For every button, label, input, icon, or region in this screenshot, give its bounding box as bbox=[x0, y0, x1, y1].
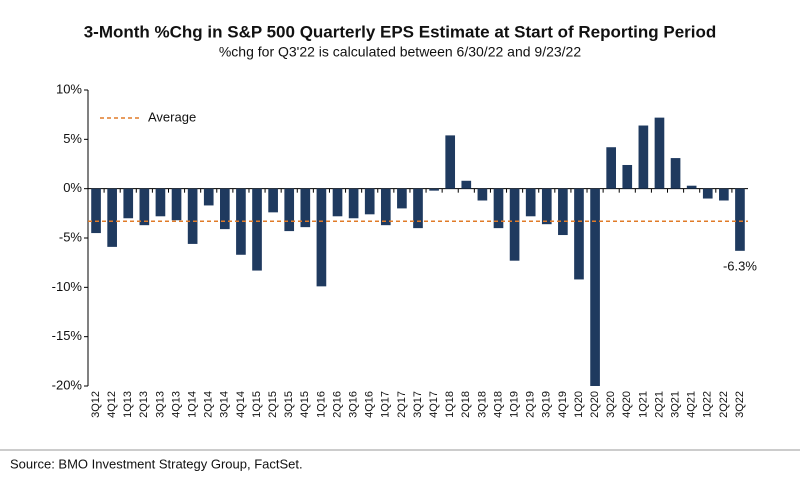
x-tick-label: 3Q18 bbox=[476, 391, 488, 418]
bar bbox=[670, 158, 681, 189]
bar bbox=[332, 188, 343, 217]
bar bbox=[187, 188, 198, 244]
bar bbox=[541, 188, 552, 225]
bar bbox=[268, 188, 278, 213]
x-tick-label: 3Q17 bbox=[412, 391, 424, 418]
x-tick-label: 1Q20 bbox=[573, 391, 585, 418]
x-tick-label: 4Q12 bbox=[106, 391, 118, 418]
x-tick-label: 2Q19 bbox=[525, 391, 537, 418]
x-tick-label: 1Q22 bbox=[702, 391, 714, 418]
bar bbox=[558, 188, 568, 236]
bar bbox=[606, 147, 616, 189]
x-tick-label: 3Q19 bbox=[541, 391, 553, 418]
bar bbox=[171, 188, 182, 221]
bar bbox=[316, 188, 327, 287]
bar bbox=[91, 188, 101, 234]
x-tick-label: 4Q15 bbox=[299, 391, 311, 418]
chart-title: 3-Month %Chg in S&P 500 Quarterly EPS Es… bbox=[84, 22, 717, 41]
bar bbox=[445, 135, 456, 189]
x-tick-label: 3Q15 bbox=[283, 391, 295, 418]
bar bbox=[348, 188, 359, 219]
legend-label: Average bbox=[148, 109, 196, 124]
bar bbox=[364, 188, 375, 215]
x-tick-label: 3Q13 bbox=[154, 391, 166, 418]
x-tick-label: 1Q18 bbox=[444, 391, 456, 418]
x-tick-label: 4Q18 bbox=[492, 391, 504, 418]
bar bbox=[123, 188, 134, 219]
y-tick-label: 10% bbox=[56, 81, 82, 96]
x-tick-label: 1Q14 bbox=[187, 391, 199, 418]
bar bbox=[461, 180, 472, 189]
bar bbox=[493, 188, 504, 229]
x-tick-label: 4Q17 bbox=[428, 391, 440, 418]
x-tick-label: 2Q17 bbox=[396, 391, 408, 418]
bar bbox=[413, 188, 423, 229]
bar bbox=[719, 188, 729, 201]
x-tick-label: 1Q13 bbox=[122, 391, 134, 418]
bar bbox=[139, 188, 150, 226]
x-tick-label: 2Q15 bbox=[267, 391, 279, 418]
x-tick-label: 3Q21 bbox=[669, 391, 681, 418]
x-tick-label: 4Q21 bbox=[686, 391, 698, 418]
bar bbox=[397, 188, 407, 209]
bar bbox=[477, 188, 488, 201]
x-tick-label: 3Q16 bbox=[348, 391, 360, 418]
x-tick-label: 2Q22 bbox=[718, 391, 730, 418]
bar bbox=[638, 125, 649, 189]
data-label: -6.3% bbox=[723, 258, 757, 273]
y-tick-label: 5% bbox=[63, 131, 82, 146]
y-tick-label: -20% bbox=[52, 377, 83, 392]
x-tick-label: 4Q14 bbox=[235, 391, 247, 418]
bar bbox=[203, 188, 214, 206]
bar bbox=[300, 188, 311, 228]
x-tick-label: 3Q14 bbox=[219, 391, 231, 418]
x-tick-label: 4Q13 bbox=[170, 391, 182, 418]
x-tick-label: 2Q18 bbox=[460, 391, 472, 418]
chart-subtitle: %chg for Q3'22 is calculated between 6/3… bbox=[219, 44, 581, 60]
x-tick-label: 2Q13 bbox=[138, 391, 150, 418]
bar bbox=[509, 188, 520, 261]
y-tick-label: 0% bbox=[63, 180, 82, 195]
y-tick-label: -10% bbox=[52, 279, 83, 294]
source: Source: BMO Investment Strategy Group, F… bbox=[10, 456, 303, 471]
bar bbox=[284, 188, 295, 232]
x-tick-label: 1Q21 bbox=[637, 391, 649, 418]
bar bbox=[654, 117, 665, 189]
bar bbox=[574, 188, 584, 280]
bar bbox=[236, 188, 246, 255]
x-tick-label: 1Q16 bbox=[315, 391, 327, 418]
bar bbox=[525, 188, 536, 217]
x-tick-label: 2Q21 bbox=[653, 391, 665, 418]
bar bbox=[622, 164, 633, 189]
x-tick-label: 3Q22 bbox=[734, 391, 746, 418]
x-tick-label: 2Q20 bbox=[589, 391, 601, 418]
bar bbox=[252, 188, 262, 271]
y-tick-label: -5% bbox=[59, 229, 83, 244]
bar bbox=[155, 188, 166, 217]
x-tick-label: 1Q19 bbox=[508, 391, 520, 418]
x-tick-label: 4Q19 bbox=[557, 391, 569, 418]
x-tick-label: 4Q16 bbox=[364, 391, 376, 418]
x-tick-label: 1Q17 bbox=[380, 391, 392, 418]
bar bbox=[735, 188, 745, 251]
bar bbox=[107, 188, 117, 247]
x-tick-label: 3Q12 bbox=[90, 391, 102, 418]
bar bbox=[429, 188, 439, 191]
x-tick-label: 2Q16 bbox=[331, 391, 343, 418]
bar bbox=[686, 185, 697, 189]
x-tick-label: 4Q20 bbox=[621, 391, 633, 418]
x-tick-label: 1Q15 bbox=[251, 391, 263, 418]
x-tick-label: 3Q20 bbox=[605, 391, 617, 418]
bar bbox=[220, 188, 230, 230]
x-tick-label: 2Q14 bbox=[203, 391, 215, 418]
bar bbox=[380, 188, 391, 226]
y-tick-label: -15% bbox=[52, 328, 83, 343]
bar bbox=[702, 188, 713, 199]
bar bbox=[590, 188, 600, 386]
